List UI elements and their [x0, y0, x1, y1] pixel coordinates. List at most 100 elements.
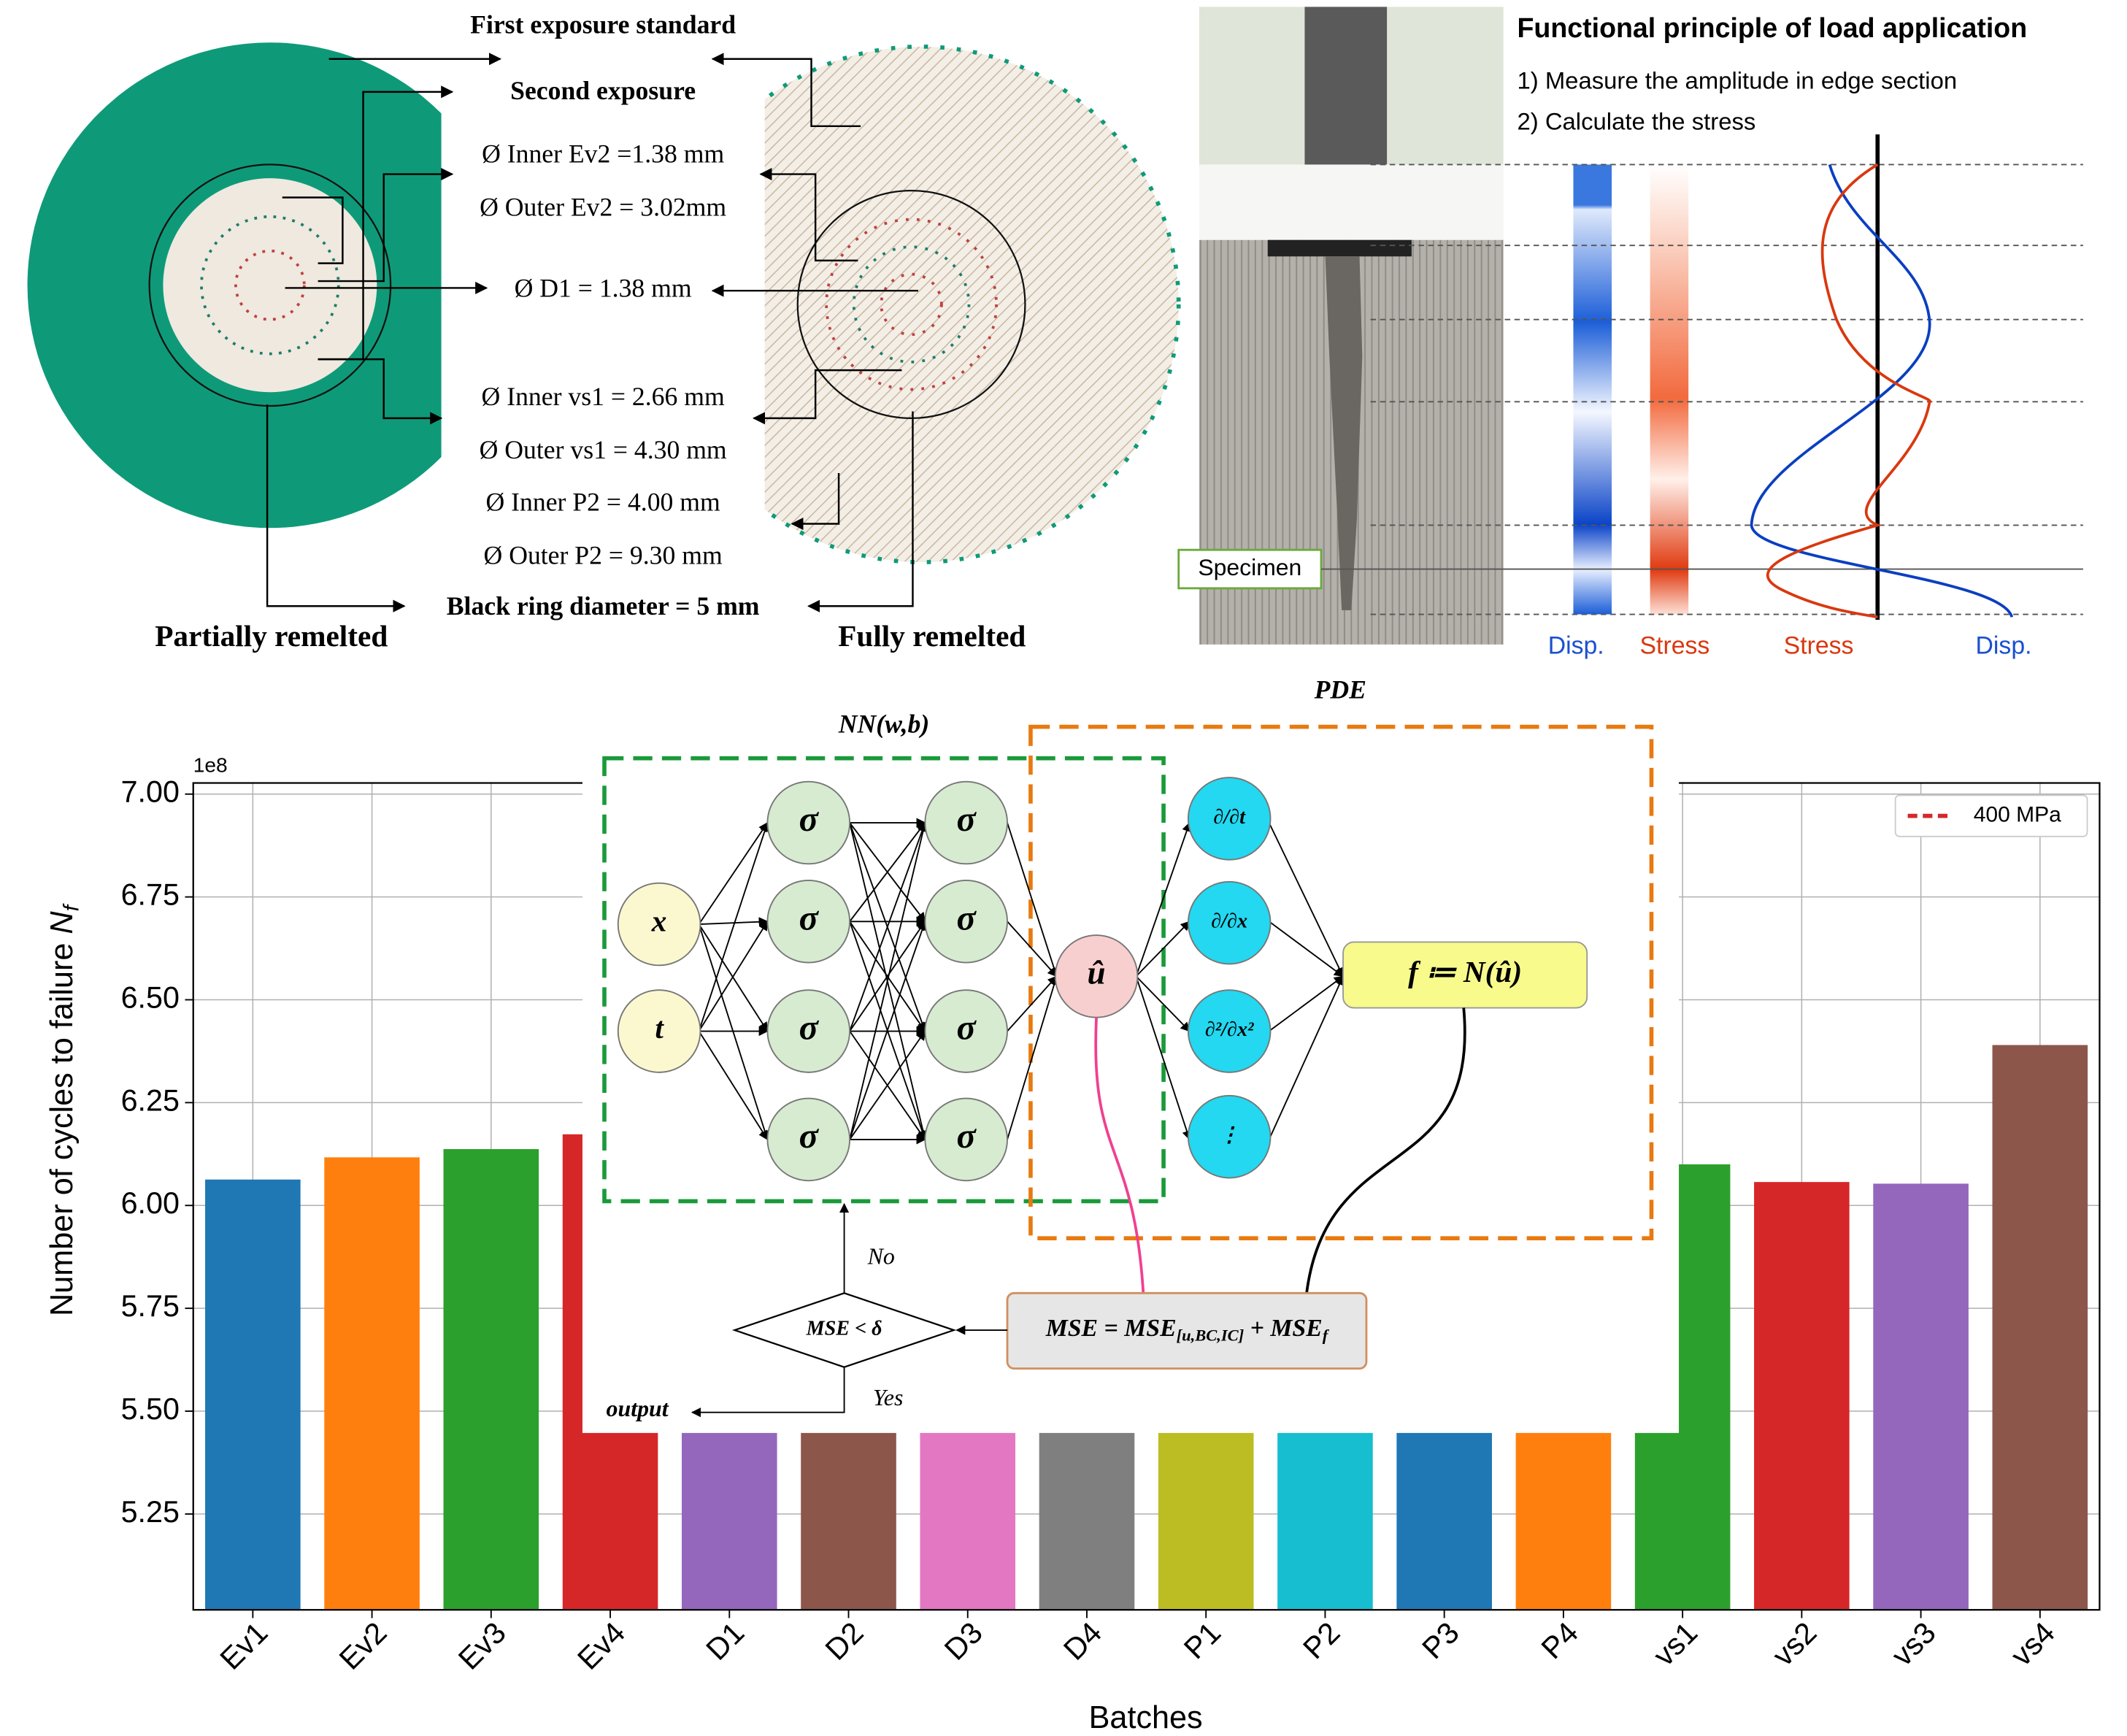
x-tick-label: vs4: [2004, 1616, 2061, 1672]
scan-track: [200, 215, 340, 356]
edge: [699, 917, 769, 927]
remelting-panel: First exposure standard Second exposure Ø …: [27, 10, 1181, 653]
edge: [1007, 975, 1059, 1140]
node: [924, 780, 1008, 865]
x-tick-label: P1: [1177, 1616, 1227, 1665]
output-label: output: [607, 1396, 669, 1421]
edge: [1135, 821, 1192, 977]
edge: [1268, 975, 1345, 1140]
bar: [1992, 1045, 2088, 1610]
edge: [698, 1031, 769, 1141]
edge: [849, 1030, 926, 1140]
node-label: û: [1088, 955, 1106, 991]
label: Second exposure: [510, 76, 696, 105]
legend-box: [1894, 794, 2088, 837]
node-label: x: [651, 904, 667, 937]
x-tick-label: Ev2: [333, 1616, 393, 1676]
pde-box: [1028, 724, 1654, 1240]
node-label: σ: [957, 1115, 977, 1156]
edge: [698, 921, 769, 1032]
edge: [1135, 975, 1191, 1032]
diameter-label: Ø D1 = 1.38 mm: [515, 273, 692, 302]
diameter-label: Ø Outer vs1 = 4.30 mm: [480, 435, 727, 464]
decision: [731, 1292, 957, 1368]
bar-label: Disp.: [1548, 632, 1604, 660]
nn-box: [602, 756, 1166, 1204]
scan-track: [825, 218, 998, 391]
x-tick-label: D2: [819, 1616, 870, 1667]
x-tick-label: D1: [700, 1616, 751, 1667]
specimen-box: [1177, 548, 1323, 590]
pde-title: PDE: [1314, 675, 1366, 704]
x-tick-label: Ev3: [452, 1616, 512, 1676]
node: [1187, 989, 1272, 1073]
diameter-label: Ø Inner Ev2 =1.38 mm: [482, 139, 724, 168]
step: 2) Calculate the stress: [1517, 108, 1755, 135]
caption: Partially remelted: [155, 619, 388, 653]
x-tick-label: P3: [1416, 1616, 1466, 1665]
edge: [849, 921, 926, 1032]
black-ring: [796, 189, 1026, 420]
x-tick-label: Ev1: [214, 1616, 274, 1676]
y-tick-label: 5.75: [121, 1289, 180, 1323]
stress-bar: [1650, 164, 1689, 615]
node: [617, 989, 701, 1073]
sonotrode: [1325, 256, 1363, 610]
no-label: No: [867, 1244, 895, 1270]
edge: [698, 821, 769, 925]
step: 1) Measure the amplitude in edge section: [1517, 66, 1957, 93]
curve-label: Stress: [1784, 632, 1854, 660]
edge: [698, 821, 769, 1032]
y-tick-label: 5.25: [121, 1495, 180, 1529]
node-label: t: [655, 1011, 664, 1045]
node-label: σ: [957, 799, 977, 839]
pinn-diagram: NN(w,b) PDE x t σ σ σ σ σ σ σ σ û ∂/∂t ∂/∂x ∂²/∂x² ⋮ f ≔ …: [582, 672, 1680, 1433]
level-lines: [1370, 164, 2083, 615]
y-label-symbol: N: [45, 911, 80, 934]
edge: [849, 821, 927, 1032]
curve-label: Disp.: [1976, 632, 2032, 660]
bar-label: Stress: [1640, 632, 1710, 660]
label: Black ring diameter = 5 mm: [447, 591, 760, 621]
caption: Fully remelted: [838, 619, 1026, 653]
x-tick-label: D4: [1057, 1616, 1108, 1667]
bar: [1754, 1182, 1850, 1610]
bar: [1873, 1183, 1969, 1610]
f-link: [1296, 1007, 1466, 1316]
x-tick-label: vs2: [1766, 1616, 1823, 1672]
diameter-label: Ø Inner vs1 = 2.66 mm: [482, 382, 725, 411]
loss-part: [u,BC,IC]: [1177, 1326, 1245, 1345]
x-axis-label: Batches: [1089, 1700, 1203, 1735]
y-tick-label: 7.00: [121, 775, 180, 809]
arrow: [691, 1367, 845, 1418]
x-tick-label: P4: [1535, 1616, 1585, 1665]
nn-title: NN(w,b): [838, 710, 929, 739]
x-tick-label: D3: [938, 1616, 989, 1667]
node: [1187, 777, 1272, 861]
y-tick-label: 5.50: [121, 1392, 180, 1426]
loss: MSE = MSE[u,BC,IC] + MSEf: [1045, 1315, 1330, 1345]
edge: [849, 821, 926, 922]
clamp: [1267, 239, 1412, 257]
edge: [1007, 975, 1058, 1032]
scan-track: [852, 245, 971, 364]
node-label: σ: [799, 1007, 820, 1048]
node: [617, 882, 701, 967]
x-tick-label: vs3: [1885, 1616, 1942, 1672]
x-tick-label: Ev4: [571, 1616, 631, 1676]
edge: [1269, 975, 1345, 1032]
node: [766, 780, 851, 865]
y-label-sub: f: [59, 903, 83, 911]
loss-part: + MSE: [1244, 1315, 1323, 1342]
edge: [1135, 921, 1191, 978]
loss-part: MSE = MSE: [1045, 1315, 1177, 1342]
edge: [1007, 921, 1058, 978]
node: [766, 1097, 851, 1182]
diameter-label: Ø Outer Ev2 = 3.02mm: [480, 193, 726, 222]
x-tick-label: vs1: [1647, 1616, 1704, 1672]
connectors: [266, 53, 918, 612]
label: First exposure standard: [470, 10, 736, 39]
node: [766, 879, 851, 964]
specimen-label: Specimen: [1198, 554, 1301, 580]
diameter-label: Ø Inner P2 = 4.00 mm: [486, 487, 721, 516]
